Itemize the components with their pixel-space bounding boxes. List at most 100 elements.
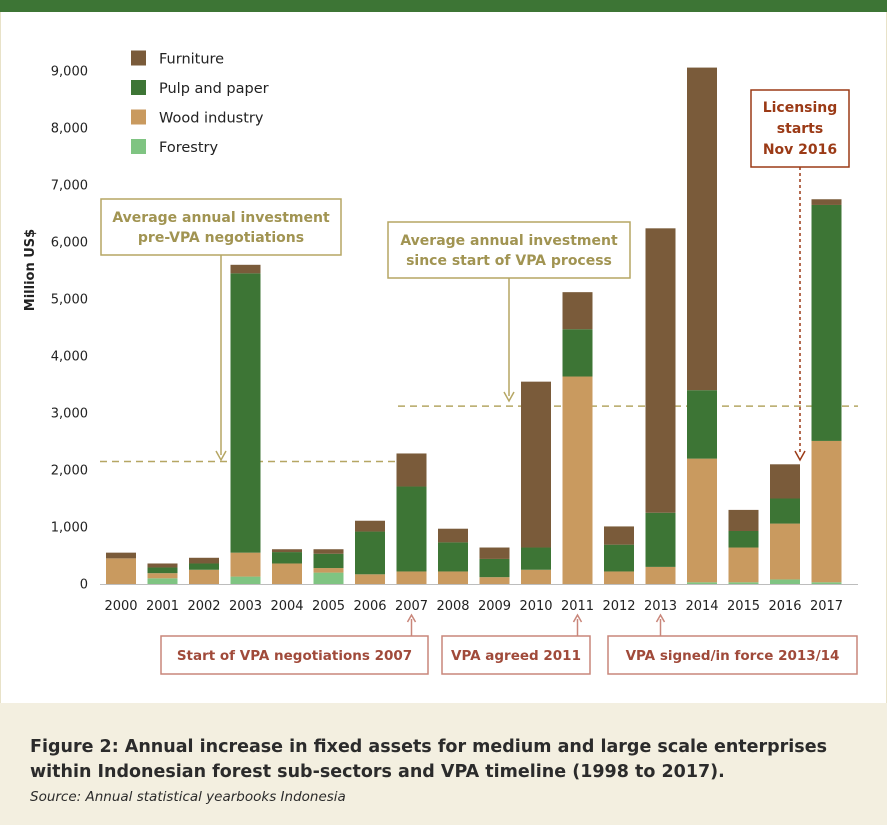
x-tick-label: 2011	[561, 599, 594, 614]
bar-segment	[562, 329, 593, 377]
bar-segment	[106, 552, 136, 559]
licensing-arrowhead	[794, 450, 806, 462]
licensing-box	[750, 89, 850, 168]
x-tick-label: 2007	[395, 599, 428, 614]
bar-segment	[728, 530, 759, 548]
x-tick-label: 2013	[644, 599, 677, 614]
pre-vpa-average-label: Average annual investment	[112, 210, 330, 226]
bar-segment	[728, 547, 759, 583]
bar-segment	[770, 579, 800, 584]
y-axis-label: Million US$	[23, 229, 38, 311]
bar-segment	[438, 542, 468, 572]
bar-segment	[313, 572, 344, 584]
licensing-label: Nov 2016	[763, 142, 837, 158]
bar-segment	[396, 453, 427, 487]
bar-segment	[770, 523, 800, 580]
bar-segment	[645, 228, 676, 513]
y-tick-label: 6,000	[51, 236, 88, 251]
x-tick-label: 2001	[146, 599, 179, 614]
stacked-bar-chart: 0 1,000 2,000 3,000 4,000 5,000 6,000 7,000 8,00…	[23, 50, 858, 675]
annotations: Average annual investment pre-VPA negotia…	[100, 89, 850, 462]
bar-segment	[770, 464, 800, 499]
pre-vpa-average-arrowhead	[215, 450, 227, 462]
bar-segment	[562, 376, 593, 584]
bar-segment	[230, 273, 261, 553]
bar-segment	[811, 204, 842, 441]
x-tick-label: 2014	[685, 599, 718, 614]
bar-segment	[645, 566, 676, 584]
y-tick-label: 2,000	[51, 464, 88, 479]
bar-segment	[811, 440, 842, 583]
legend-swatch	[131, 109, 146, 125]
figure-caption-title: Figure 2: Annual increase in fixed asset…	[30, 737, 828, 782]
bar-segment	[604, 526, 634, 545]
bar-segment	[147, 563, 178, 568]
bar-segment	[562, 292, 593, 330]
bar-segment	[687, 582, 717, 584]
bar-segment	[355, 520, 385, 532]
x-axis: 2000 2001 2002 2003 2004 2005 2006 2007 2008 2009…	[100, 584, 858, 614]
licensing-label: starts	[777, 121, 823, 137]
bar-segment	[272, 552, 302, 564]
x-tick-label: 2003	[229, 599, 262, 614]
bar-segment	[811, 582, 842, 584]
x-tick-label: 2010	[519, 599, 552, 614]
bar-segment	[687, 67, 717, 391]
bar-segment	[355, 574, 385, 584]
bars	[106, 67, 842, 584]
bar-segment	[479, 558, 510, 578]
y-tick-label: 3,000	[51, 407, 88, 422]
since-vpa-average-arrowhead	[503, 391, 515, 403]
x-tick-label: 2004	[270, 599, 303, 614]
x-tick-label: 2000	[104, 599, 137, 614]
timeline-label: VPA agreed 2011	[451, 648, 581, 664]
y-tick-label: 9,000	[51, 65, 88, 80]
bar-segment	[189, 563, 219, 570]
timeline-arrowhead	[406, 613, 417, 623]
legend-label: Wood industry	[159, 111, 264, 127]
bar-segment	[521, 569, 551, 584]
timeline-arrowhead	[655, 613, 666, 623]
since-vpa-average-box	[387, 221, 631, 279]
y-tick-label: 0	[80, 578, 88, 593]
y-tick-label: 7,000	[51, 179, 88, 194]
bar-segment	[230, 576, 261, 584]
bar-segment	[189, 557, 219, 564]
pre-vpa-average-box	[100, 198, 342, 256]
legend-swatch	[131, 139, 146, 154]
y-tick-label: 5,000	[51, 293, 88, 308]
bar-segment	[604, 571, 634, 584]
bar-segment	[479, 547, 510, 559]
timeline-box	[607, 635, 858, 675]
legend-swatch	[131, 50, 146, 66]
timeline-arrowhead	[572, 613, 583, 623]
legend-swatch	[131, 80, 146, 95]
legend-label: Furniture	[159, 52, 224, 68]
top-accent-bar	[0, 0, 887, 12]
timeline-label: VPA signed/in force 2013/14	[626, 648, 840, 664]
bar-segment	[728, 509, 759, 531]
bar-segment	[438, 528, 468, 543]
bar-segment	[147, 567, 178, 574]
bar-segment	[396, 571, 427, 584]
bar-segment	[728, 582, 759, 584]
x-tick-label: 2012	[602, 599, 635, 614]
vpa-timeline: Start of VPA negotiations 2007 VPA agreed…	[160, 613, 858, 675]
y-tick-label: 1,000	[51, 521, 88, 536]
caption-area	[0, 703, 887, 825]
reference-lines	[100, 405, 858, 463]
timeline-label: Start of VPA negotiations 2007	[177, 648, 412, 664]
bar-segment	[313, 549, 344, 554]
bar-segment	[147, 573, 178, 579]
bar-segment	[521, 381, 551, 548]
x-tick-label: 2005	[312, 599, 345, 614]
bar-segment	[687, 458, 717, 583]
y-tick-label: 4,000	[51, 350, 88, 365]
pre-vpa-average-label: pre-VPA negotiations	[138, 230, 304, 246]
y-tick-label: 8,000	[51, 122, 88, 137]
bar-segment	[189, 569, 219, 584]
bar-segment	[230, 552, 261, 577]
bar-segment	[645, 512, 676, 567]
bar-segment	[272, 563, 302, 584]
bar-segment	[811, 199, 842, 205]
